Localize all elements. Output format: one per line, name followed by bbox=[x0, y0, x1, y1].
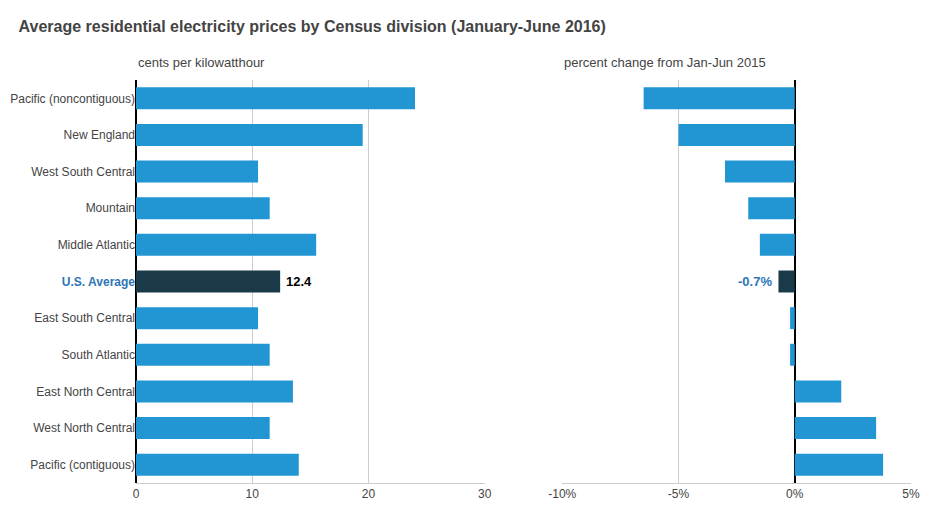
svg-text:30: 30 bbox=[478, 487, 492, 501]
svg-text:South Atlantic: South Atlantic bbox=[62, 348, 135, 362]
svg-text:0%: 0% bbox=[786, 487, 804, 501]
svg-text:U.S. Average: U.S. Average bbox=[62, 275, 135, 289]
svg-text:cents per kilowatthour: cents per kilowatthour bbox=[138, 55, 265, 70]
svg-text:20: 20 bbox=[362, 487, 376, 501]
svg-text:West North Central: West North Central bbox=[33, 421, 135, 435]
svg-text:12.4: 12.4 bbox=[286, 274, 312, 289]
svg-text:percent change from Jan-Jun 20: percent change from Jan-Jun 2015 bbox=[564, 55, 766, 70]
svg-text:New England: New England bbox=[64, 128, 135, 142]
svg-text:East North Central: East North Central bbox=[36, 385, 135, 399]
svg-text:West South Central: West South Central bbox=[31, 165, 135, 179]
svg-text:Average residential electricit: Average residential electricity prices b… bbox=[19, 18, 606, 35]
svg-text:East South Central: East South Central bbox=[34, 311, 135, 325]
svg-text:Pacific (contiguous): Pacific (contiguous) bbox=[30, 458, 135, 472]
svg-text:0: 0 bbox=[133, 487, 140, 501]
svg-text:-0.7%: -0.7% bbox=[738, 274, 772, 289]
svg-text:Mountain: Mountain bbox=[86, 201, 135, 215]
svg-text:Pacific (noncontiguous): Pacific (noncontiguous) bbox=[10, 92, 135, 106]
svg-text:-5%: -5% bbox=[668, 487, 690, 501]
svg-text:5%: 5% bbox=[902, 487, 920, 501]
svg-text:-10%: -10% bbox=[548, 487, 576, 501]
svg-text:10: 10 bbox=[246, 487, 260, 501]
svg-text:Middle Atlantic: Middle Atlantic bbox=[58, 238, 135, 252]
